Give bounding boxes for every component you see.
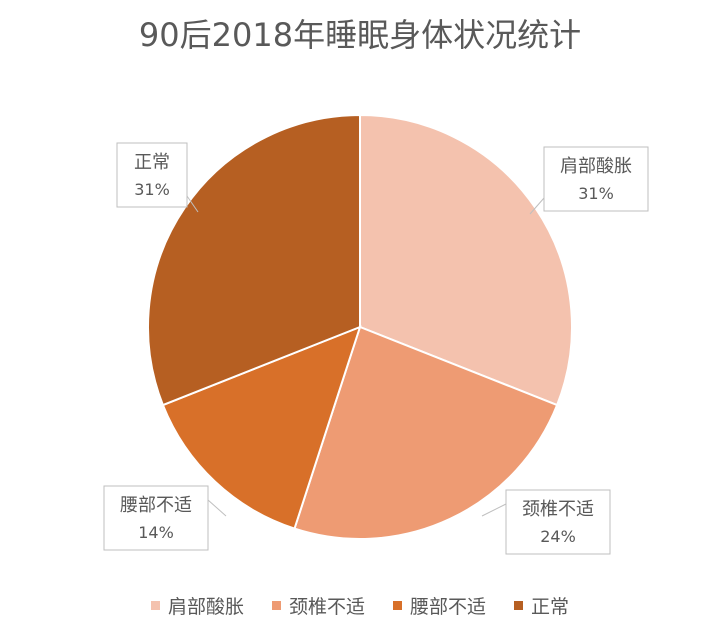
legend-swatch-1 <box>150 601 160 610</box>
legend-item-1: 肩部酸胀 <box>150 592 244 619</box>
chart-legend: 肩部酸胀 颈椎不适 腰部不适 正常 <box>0 592 720 619</box>
legend-label-4: 正常 <box>531 596 570 618</box>
legend-label-1: 肩部酸胀 <box>167 596 244 618</box>
pie-slice-2 <box>293 325 559 540</box>
data-label-value-3: 14% <box>138 523 174 542</box>
legend-swatch-2 <box>271 601 281 610</box>
chart-title: 90后2018年睡眠身体状况统计 <box>138 16 582 54</box>
data-label-frame-3 <box>103 485 209 551</box>
data-label-value-2: 24% <box>540 527 576 546</box>
data-label-leader-1 <box>529 197 545 215</box>
data-label-box-3: 腰部不适 14% <box>103 485 227 551</box>
data-label-category-4: 正常 <box>134 152 170 173</box>
data-label-leader-3 <box>207 499 227 517</box>
data-label-leader-4 <box>186 195 199 213</box>
data-label-category-1: 肩部酸胀 <box>560 156 632 177</box>
legend-swatch-3 <box>393 601 402 610</box>
legend-label-2: 颈椎不适 <box>288 596 365 618</box>
legend-label-3: 腰部不适 <box>410 596 487 618</box>
data-label-box-4: 正常 31% <box>116 142 199 213</box>
pie-slice-4 <box>147 113 361 407</box>
data-label-category-3: 腰部不适 <box>120 495 192 516</box>
data-label-leader-2 <box>481 503 507 517</box>
legend-item-2: 颈椎不适 <box>271 592 365 619</box>
pie-callouts: 肩部酸胀 31% 颈椎不适 24% 腰部不适 14% 正常 31% <box>103 142 649 555</box>
pie-slices <box>147 113 573 540</box>
data-label-box-1: 肩部酸胀 31% <box>529 146 649 215</box>
data-label-frame-2 <box>505 489 611 555</box>
data-label-frame-1 <box>543 146 649 212</box>
pie-slice-3 <box>161 325 362 530</box>
legend-swatch-4 <box>514 601 524 610</box>
data-label-value-4: 31% <box>134 180 170 199</box>
legend-item-4: 正常 <box>514 592 569 619</box>
data-label-frame-4 <box>116 142 188 208</box>
legend-item-3: 腰部不适 <box>393 592 486 619</box>
data-label-value-1: 31% <box>578 184 614 203</box>
data-label-category-2: 颈椎不适 <box>522 499 594 520</box>
data-label-box-2: 颈椎不适 24% <box>481 489 611 555</box>
